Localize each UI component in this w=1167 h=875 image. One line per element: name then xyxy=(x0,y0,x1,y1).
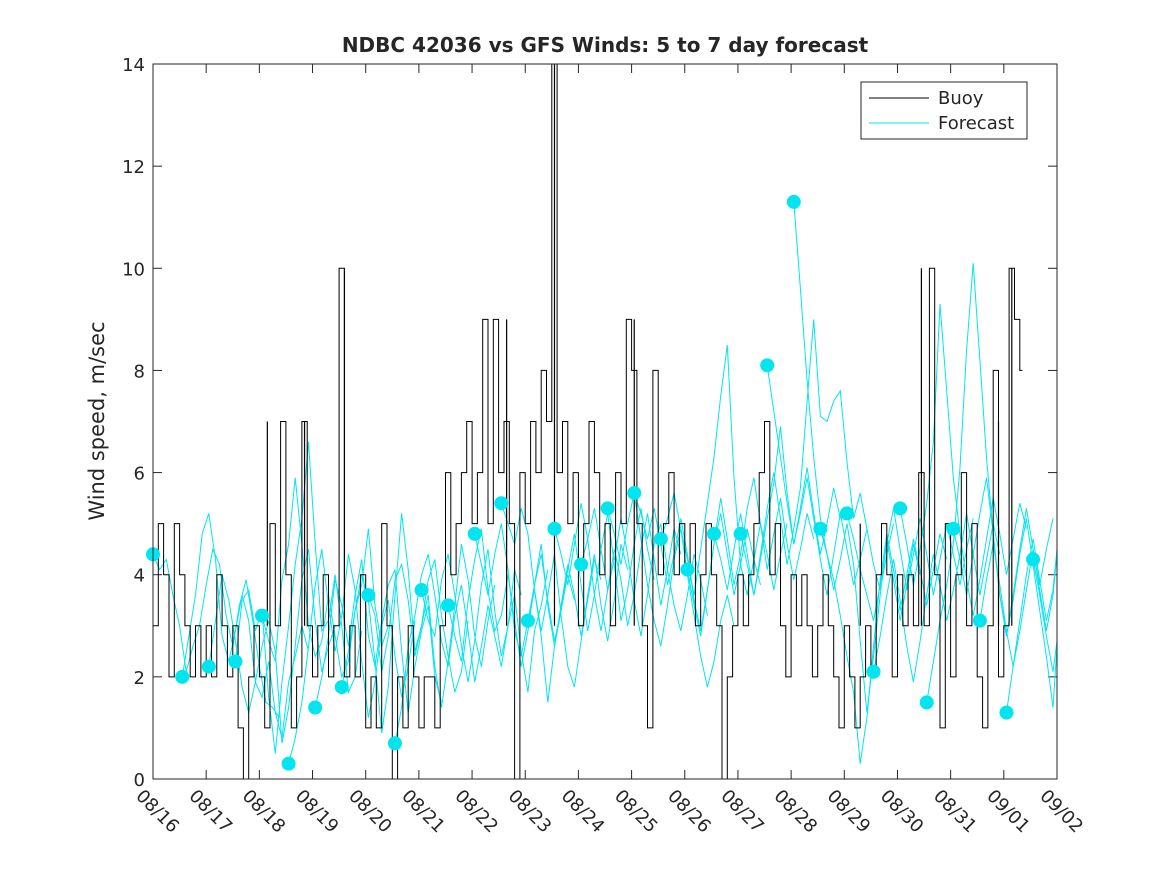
forecast-line xyxy=(288,549,416,764)
x-tick-label: 08/30 xyxy=(876,786,928,838)
forecast-line xyxy=(952,477,1058,708)
y-tick-label: 10 xyxy=(122,259,145,280)
forecast-line xyxy=(527,508,655,642)
x-tick-label: 08/23 xyxy=(504,786,556,838)
forecast-line xyxy=(261,477,389,679)
forecast-marker xyxy=(786,194,801,209)
x-tick-label: 08/20 xyxy=(344,786,396,838)
y-axis-label: Wind speed, m/sec xyxy=(85,321,109,520)
forecast-marker xyxy=(387,736,402,751)
forecast-line xyxy=(686,477,815,637)
x-tick-label: 08/16 xyxy=(131,786,183,838)
forecast-marker xyxy=(653,531,668,546)
forecast-line xyxy=(740,319,868,596)
x-tick-label: 08/28 xyxy=(770,786,822,838)
forecast-marker xyxy=(281,756,296,771)
forecast-marker xyxy=(760,358,775,373)
forecast-marker xyxy=(467,526,482,541)
forecast-marker xyxy=(520,613,535,628)
forecast-marker xyxy=(228,654,243,669)
x-tick-label: 08/22 xyxy=(451,786,503,838)
forecast-marker xyxy=(627,486,642,500)
plot-frame xyxy=(152,63,1058,780)
forecast-marker xyxy=(308,700,323,715)
forecast-line xyxy=(713,426,841,596)
legend: Buoy Forecast xyxy=(860,81,1028,140)
forecast-marker xyxy=(839,506,854,521)
x-tick-label: 08/18 xyxy=(238,786,290,838)
x-tick-label: 08/25 xyxy=(610,786,662,838)
forecast-marker xyxy=(680,562,695,577)
forecast-line xyxy=(394,554,522,744)
y-tick-label: 2 xyxy=(134,668,145,689)
forecast-line xyxy=(367,544,496,708)
forecast-marker xyxy=(919,695,934,710)
forecast-marker xyxy=(414,583,429,598)
y-tick-label: 0 xyxy=(134,770,145,791)
x-tick-label: 08/26 xyxy=(663,786,715,838)
forecast-marker xyxy=(441,598,456,613)
y-tick-label: 14 xyxy=(122,55,145,76)
x-tick-label: 08/24 xyxy=(557,786,609,838)
forecast-marker xyxy=(999,705,1014,720)
y-tick-label: 12 xyxy=(122,157,145,178)
legend-box xyxy=(860,81,1028,140)
x-tick-label: 08/27 xyxy=(716,786,768,838)
forecast-marker xyxy=(813,521,828,536)
forecast-line xyxy=(421,549,549,693)
x-tick-label: 08/29 xyxy=(823,786,875,838)
y-tick-label: 8 xyxy=(134,361,145,382)
forecast-marker xyxy=(707,526,722,541)
forecast-line xyxy=(633,492,761,632)
legend-label: Buoy xyxy=(938,88,984,109)
forecast-line xyxy=(554,503,682,631)
legend-label: Forecast xyxy=(938,113,1014,134)
forecast-line xyxy=(607,492,735,688)
forecast-marker xyxy=(361,588,376,603)
forecast-marker xyxy=(494,496,509,511)
x-tick-label: 08/19 xyxy=(291,786,343,838)
y-tick-label: 6 xyxy=(134,464,145,485)
forecast-marker xyxy=(893,501,908,516)
forecast-line xyxy=(208,549,336,744)
x-tick-label: 08/21 xyxy=(397,786,449,838)
forecast-line xyxy=(580,508,708,637)
forecast-marker xyxy=(946,521,961,536)
forecast-marker xyxy=(547,521,562,536)
forecast-line xyxy=(660,344,788,596)
forecast-line xyxy=(500,503,629,688)
x-tick-label: 09/02 xyxy=(1035,786,1087,838)
forecast-marker xyxy=(600,501,615,516)
forecast-marker xyxy=(972,613,987,628)
forecast-line xyxy=(181,513,309,739)
buoy-line xyxy=(153,63,1023,780)
forecast-line xyxy=(234,441,363,754)
forecast-marker xyxy=(334,680,349,695)
forecast-marker xyxy=(866,664,881,679)
x-tick-label: 08/31 xyxy=(929,786,981,838)
forecast-marker xyxy=(255,608,270,623)
chart-title: NDBC 42036 vs GFS Winds: 5 to 7 day fore… xyxy=(342,33,869,57)
x-tick-label: 08/17 xyxy=(185,786,237,838)
y-tick-label: 4 xyxy=(134,566,145,587)
forecast-marker xyxy=(175,669,190,684)
forecast-marker xyxy=(201,659,216,674)
forecast-marker xyxy=(733,526,748,541)
x-tick-label: 09/01 xyxy=(982,786,1034,838)
forecast-marker xyxy=(1026,552,1041,567)
forecast-line xyxy=(793,201,921,713)
forecast-marker xyxy=(574,557,589,572)
forecast-line xyxy=(341,513,469,734)
